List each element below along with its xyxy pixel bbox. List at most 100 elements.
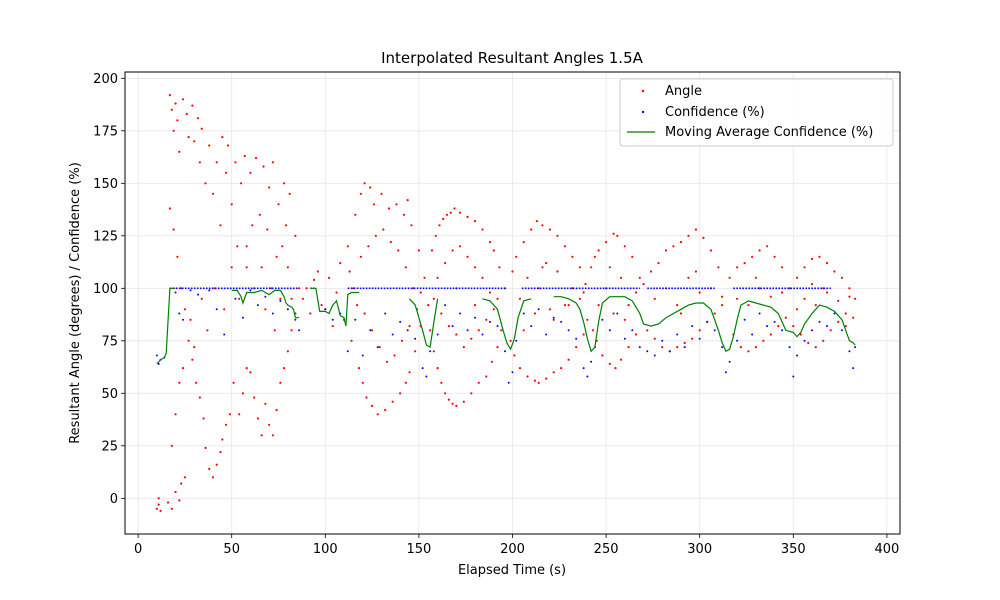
- angle-point: [440, 381, 443, 384]
- angle-point: [245, 266, 248, 269]
- angle-point: [612, 312, 615, 315]
- angle-point: [792, 325, 795, 328]
- angle-point: [195, 381, 198, 384]
- angle-point: [211, 476, 215, 479]
- angle-point: [837, 320, 840, 323]
- angle-point: [301, 297, 304, 300]
- angle-point: [219, 224, 222, 227]
- angle-point: [309, 312, 312, 315]
- angle-point: [253, 396, 256, 399]
- angle-point: [224, 423, 228, 426]
- angle-point: [773, 255, 776, 258]
- angle-point: [769, 333, 772, 336]
- angle-point: [653, 297, 656, 300]
- angle-point: [417, 249, 421, 252]
- angle-point: [638, 276, 641, 279]
- angle-point: [389, 241, 392, 244]
- angle-point: [187, 339, 190, 342]
- angle-point: [582, 333, 585, 336]
- angle-point: [436, 367, 439, 370]
- angle-point: [447, 325, 450, 328]
- angle-point: [204, 446, 207, 449]
- grid: [125, 72, 900, 534]
- angle-point: [642, 283, 645, 286]
- angle-point: [769, 295, 772, 298]
- angle-point: [215, 463, 218, 466]
- angle-point: [166, 501, 170, 504]
- angle-point: [676, 304, 679, 307]
- angle-point: [384, 409, 387, 412]
- angle-point: [348, 270, 351, 273]
- angle-point: [178, 499, 181, 502]
- angle-point: [513, 354, 516, 357]
- angle-point: [294, 234, 297, 237]
- confidence-point: [425, 375, 428, 378]
- confidence-point: [825, 325, 828, 328]
- angle-point: [451, 402, 454, 405]
- angle-point: [286, 350, 289, 353]
- angle-point: [404, 266, 407, 269]
- angle-point: [586, 318, 589, 321]
- angle-point: [537, 381, 540, 384]
- confidence-point: [459, 312, 462, 315]
- moving-average-line: [409, 298, 439, 349]
- angle-point: [844, 312, 847, 315]
- angle-point: [391, 400, 394, 403]
- y-tick-label: 0: [110, 492, 118, 507]
- confidence-point: [451, 325, 454, 328]
- angle-point: [312, 278, 316, 281]
- confidence-point: [155, 354, 158, 357]
- confidence-point: [818, 320, 821, 323]
- confidence-point: [522, 312, 525, 315]
- angle-point: [208, 144, 211, 147]
- angle-point: [780, 291, 784, 294]
- angle-point: [571, 255, 574, 258]
- angle-point: [848, 287, 851, 290]
- angle-point: [198, 396, 201, 399]
- angle-point: [810, 283, 814, 286]
- angle-point: [679, 312, 683, 315]
- angle-point: [679, 241, 683, 244]
- angle-point: [807, 341, 810, 344]
- angle-point: [204, 182, 207, 185]
- confidence-point: [157, 362, 160, 365]
- angle-point: [702, 236, 705, 239]
- confidence-point: [361, 354, 364, 357]
- angle-point: [822, 339, 825, 342]
- angle-point: [713, 312, 716, 315]
- angle-point: [601, 354, 604, 357]
- confidence-point: [854, 346, 857, 349]
- angle-point: [436, 276, 439, 279]
- ticks: 0 50 100 150 200 250 300 350 400 0 25 50 75 100 125 150…: [93, 72, 899, 557]
- angle-point: [170, 507, 173, 510]
- angle-point: [765, 245, 769, 248]
- confidence-point: [698, 337, 701, 340]
- confidence-point: [833, 312, 836, 315]
- angle-point: [552, 318, 555, 321]
- angle-point: [170, 444, 173, 447]
- confidence-point: [376, 346, 379, 349]
- confidence-point: [182, 318, 185, 321]
- angle-point: [369, 186, 372, 189]
- angle-point: [239, 182, 243, 185]
- angle-point: [447, 398, 450, 401]
- angle-point: [481, 228, 484, 231]
- angle-point: [545, 377, 548, 380]
- angle-point: [623, 318, 626, 321]
- angle-point: [264, 308, 267, 311]
- angle-point: [563, 245, 567, 248]
- confidence-point: [803, 339, 806, 342]
- angle-point: [762, 339, 765, 342]
- angle-point: [535, 220, 538, 223]
- angle-point: [290, 297, 293, 300]
- angle-point: [593, 255, 596, 258]
- confidence-point: [537, 308, 540, 311]
- angle-point: [530, 228, 533, 231]
- confidence-point: [691, 325, 694, 328]
- confidence-point: [653, 354, 656, 357]
- angle-point: [200, 127, 203, 130]
- confidence-point: [552, 316, 555, 319]
- confidence-point: [811, 329, 814, 332]
- angle-point: [363, 312, 366, 315]
- confidence-point: [421, 367, 424, 370]
